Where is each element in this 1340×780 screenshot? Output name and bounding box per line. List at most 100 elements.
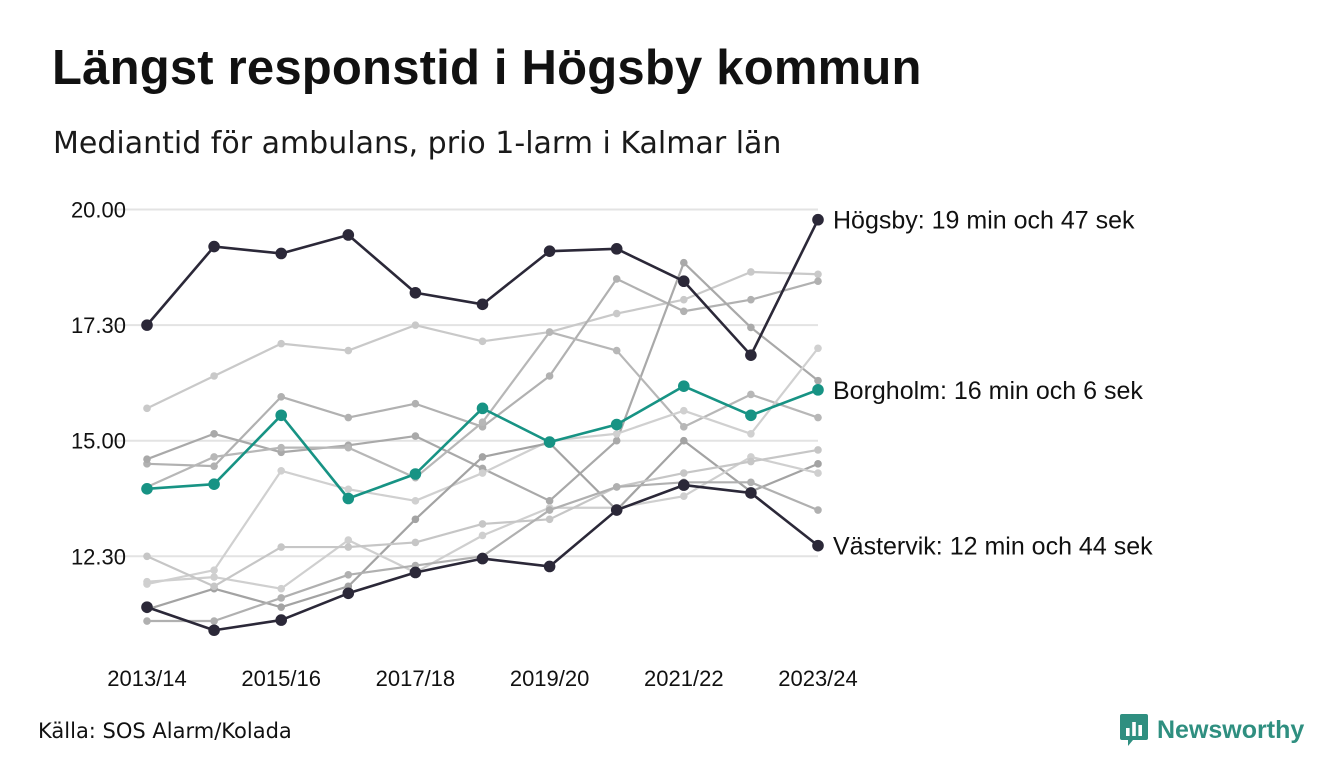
series-borgholm (141, 380, 824, 505)
background-series-5-point (411, 432, 420, 440)
background-series-4-point (210, 462, 218, 470)
background-series-11 (143, 478, 822, 625)
background-series-7-point (747, 429, 755, 438)
background-series-10-point (545, 515, 554, 524)
background-series-6-point (747, 390, 755, 399)
series-borgholm-point (610, 418, 623, 431)
background-series-10-point (747, 457, 755, 466)
background-series-6-point (344, 443, 353, 452)
chart-title: Längst responstid i Högsby kommun (52, 41, 922, 95)
background-series-10-point (210, 582, 218, 591)
background-series-4-point (814, 277, 822, 286)
background-series-6-point (545, 328, 554, 336)
series-borgholm-point (208, 478, 220, 490)
series-v-stervik-point (409, 566, 422, 579)
background-series-8-point (478, 453, 487, 461)
background-series-3-point (680, 295, 688, 304)
x-tick-label: 2019/20 (510, 666, 590, 691)
source-note: Källa: SOS Alarm/Kolada (38, 719, 292, 743)
series-borgholm-point (745, 409, 757, 422)
series-borgholm-point (409, 468, 422, 480)
background-series-7-point (612, 429, 621, 438)
background-series-11-point (545, 506, 554, 514)
series-h-gsby-point (610, 243, 623, 255)
label-borgholm: Borgholm: 16 min och 6 sek (833, 377, 1143, 405)
background-series-11-point (747, 478, 755, 487)
series-borgholm-point (678, 380, 690, 392)
background-series-11-point (143, 617, 151, 625)
y-tick-label: 17.30 (71, 313, 126, 338)
background-series-3-point (143, 404, 151, 413)
background-series-11-point (210, 617, 218, 625)
x-axis-ticks: 2013/14 2015/16 2017/18 2019/20 2021/22 2023/… (107, 666, 858, 691)
background-series-10-point (143, 552, 151, 561)
background-series-4-point (344, 413, 353, 422)
series-h-gsby-point (745, 349, 757, 361)
background-series-8-point (680, 436, 688, 445)
background-series-9-point (478, 531, 487, 540)
background-series-5-point (680, 258, 688, 267)
background-series-5-point (612, 436, 621, 445)
series-h-gsby (141, 213, 824, 361)
series-h-gsby-point (678, 275, 690, 288)
background-series-6-point (612, 346, 621, 355)
background-series-7-point (411, 497, 420, 505)
background-series-3-point (747, 268, 755, 276)
x-tick-label: 2013/14 (107, 666, 187, 691)
background-series-6-point (814, 413, 822, 422)
series-v-stervik-point (275, 614, 288, 626)
series-h-gsby-point (543, 245, 556, 257)
background-series-7-point (344, 485, 353, 494)
background-series-9-point (277, 584, 286, 593)
background-series-4-point (612, 275, 621, 283)
series-h-gsby-point (476, 298, 489, 311)
background-series-11-point (344, 570, 353, 579)
background-series-7-point (277, 466, 286, 475)
background-series-9-point (344, 536, 353, 544)
background-series-5-point (210, 429, 218, 438)
series-h-gsby-point (812, 213, 824, 226)
background-series-4-point (411, 399, 420, 408)
background-series-3-point (344, 346, 353, 355)
brand-name: Newsworthy (1157, 715, 1305, 744)
x-tick-label: 2017/18 (376, 666, 456, 691)
background-series-9-point (680, 492, 688, 500)
background-series-4-point (545, 372, 554, 380)
background-series-5-point (143, 455, 151, 464)
background-series-7-point (478, 469, 487, 477)
series-v-stervik-point (342, 587, 355, 600)
background-series-6 (143, 328, 822, 491)
background-series-9-point (210, 573, 218, 581)
background-series-4-point (680, 307, 688, 316)
series-v-stervik-point (208, 624, 220, 637)
x-tick-label: 2015/16 (241, 666, 321, 691)
background-series-3-point (210, 372, 218, 380)
x-tick-label: 2021/22 (644, 666, 724, 691)
background-series-8-point (411, 515, 420, 524)
highlighted-series (141, 213, 824, 637)
background-series-7-point (210, 566, 218, 574)
background-series-9-point (143, 577, 151, 586)
series-borgholm-point (275, 409, 288, 422)
background-series-11-point (612, 483, 621, 491)
background-series-5-point (545, 497, 554, 505)
background-series (143, 258, 822, 625)
background-series-10-point (344, 543, 353, 551)
background-series-9-point (814, 469, 822, 477)
background-series-5-point (814, 376, 822, 385)
y-tick-label: 20.00 (71, 198, 126, 223)
series-borgholm-point (342, 492, 355, 505)
y-tick-label: 15.00 (71, 429, 126, 454)
background-series-8-point (277, 603, 286, 611)
label-h-gsby: Högsby: 19 min och 47 sek (833, 207, 1135, 235)
series-h-gsby-point (208, 240, 220, 253)
background-series-4-point (277, 392, 286, 401)
series-v-stervik-point (476, 552, 489, 565)
newsworthy-chart-bubble-icon (1120, 714, 1148, 746)
background-series-6-point (680, 423, 688, 431)
background-series-6-point (478, 418, 487, 427)
series-v-stervik-point (610, 504, 623, 516)
series-borgholm-point (543, 436, 556, 448)
background-series-3 (143, 268, 822, 413)
background-series-6-point (277, 443, 286, 452)
